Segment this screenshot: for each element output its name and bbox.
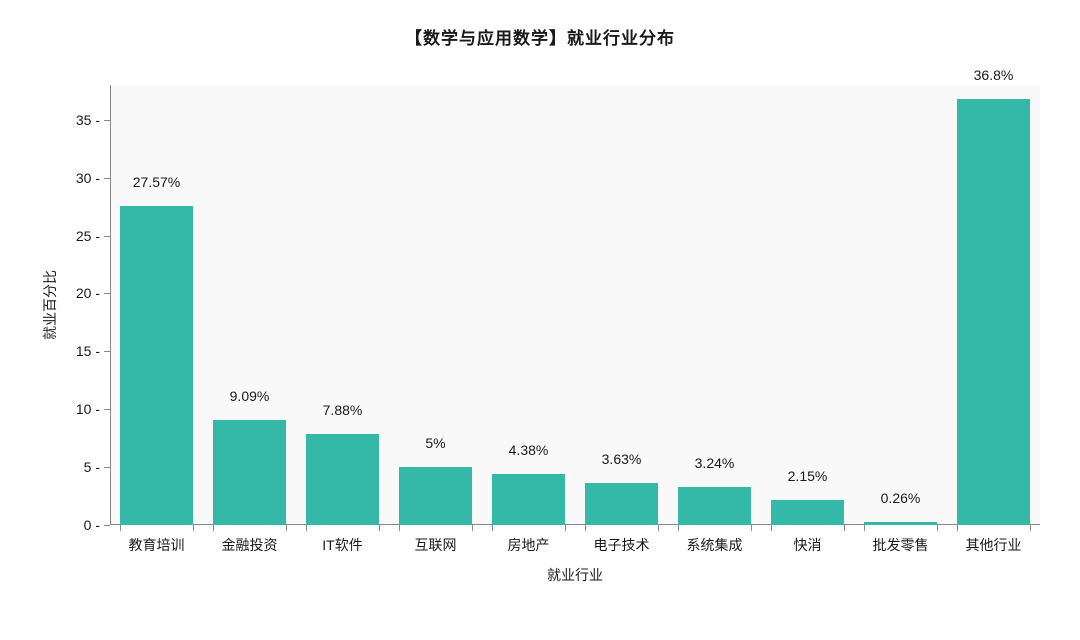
y-tick-mark — [104, 467, 110, 468]
x-tick-label: IT软件 — [322, 535, 362, 555]
x-tick-mark — [399, 525, 400, 531]
x-tick-label: 系统集成 — [687, 535, 743, 555]
x-tick-label: 互联网 — [415, 535, 457, 555]
bar-value-label: 5% — [425, 435, 445, 451]
x-tick-mark — [678, 525, 679, 531]
x-tick-mark — [193, 525, 194, 531]
bar — [678, 487, 751, 525]
y-tick-mark — [104, 120, 110, 121]
y-tick-mark — [104, 525, 110, 526]
plot-area: 0 -5 -10 -15 -20 -25 -30 -35 - 27.57%9.0… — [110, 85, 1040, 525]
y-tick-mark — [104, 236, 110, 237]
y-tick-mark — [104, 178, 110, 179]
bar — [213, 420, 286, 525]
y-tick-label: 15 - — [76, 343, 100, 359]
x-tick-label: 教育培训 — [129, 535, 185, 555]
bar-value-label: 3.24% — [695, 455, 735, 471]
bar-value-label: 27.57% — [133, 174, 180, 190]
y-tick-label: 0 - — [84, 517, 100, 533]
bar — [957, 99, 1030, 525]
x-axis-label: 就业行业 — [547, 565, 603, 585]
x-tick-mark — [306, 525, 307, 531]
bar-value-label: 36.8% — [974, 67, 1014, 83]
x-tick-label: 电子技术 — [594, 535, 650, 555]
x-tick-mark — [751, 525, 752, 531]
y-tick-label: 25 - — [76, 228, 100, 244]
x-tick-label: 快消 — [794, 535, 822, 555]
bar-value-label: 7.88% — [323, 402, 363, 418]
bar — [399, 467, 472, 525]
y-axis-label: 就业百分比 — [40, 270, 60, 340]
x-tick-mark — [585, 525, 586, 531]
x-tick-mark — [286, 525, 287, 531]
x-tick-mark — [771, 525, 772, 531]
x-tick-mark — [213, 525, 214, 531]
bar — [492, 474, 565, 525]
x-tick-mark — [472, 525, 473, 531]
y-tick-mark — [104, 351, 110, 352]
x-tick-mark — [565, 525, 566, 531]
y-axis — [110, 85, 111, 525]
x-tick-mark — [379, 525, 380, 531]
x-tick-mark — [844, 525, 845, 531]
x-tick-label: 其他行业 — [966, 535, 1022, 555]
chart-title: 【数学与应用数学】就业行业分布 — [0, 0, 1080, 49]
x-tick-mark — [864, 525, 865, 531]
y-tick-mark — [104, 409, 110, 410]
bar-value-label: 2.15% — [788, 468, 828, 484]
x-tick-mark — [120, 525, 121, 531]
bar-value-label: 9.09% — [230, 388, 270, 404]
x-tick-mark — [957, 525, 958, 531]
x-tick-mark — [658, 525, 659, 531]
y-tick-label: 35 - — [76, 112, 100, 128]
x-tick-label: 批发零售 — [873, 535, 929, 555]
bar — [306, 434, 379, 525]
x-tick-mark — [937, 525, 938, 531]
y-tick-mark — [104, 293, 110, 294]
bar — [120, 206, 193, 525]
bar — [864, 522, 937, 525]
bar-value-label: 3.63% — [602, 451, 642, 467]
y-tick-label: 20 - — [76, 285, 100, 301]
y-tick-label: 10 - — [76, 401, 100, 417]
y-tick-label: 5 - — [84, 459, 100, 475]
chart-container: 【数学与应用数学】就业行业分布 0 -5 -10 -15 -20 -25 -30… — [0, 0, 1080, 640]
bar — [771, 500, 844, 525]
x-tick-label: 房地产 — [508, 535, 550, 555]
bar — [585, 483, 658, 525]
bar-value-label: 0.26% — [881, 490, 921, 506]
x-tick-mark — [1030, 525, 1031, 531]
x-tick-label: 金融投资 — [222, 535, 278, 555]
bar-value-label: 4.38% — [509, 442, 549, 458]
y-tick-label: 30 - — [76, 170, 100, 186]
x-tick-mark — [492, 525, 493, 531]
